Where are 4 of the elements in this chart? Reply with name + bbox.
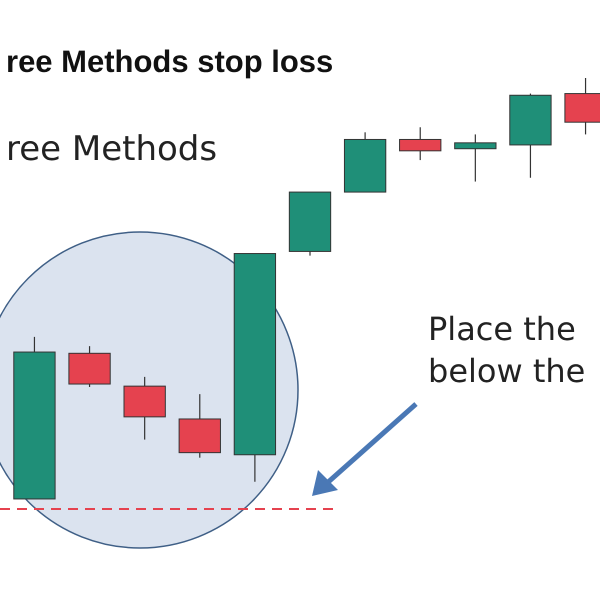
annotation: Place the below the [428,310,586,390]
candlestick [454,134,496,182]
chart-title: ree Methods stop loss [6,44,334,79]
annotation: ree Methods [6,129,218,169]
